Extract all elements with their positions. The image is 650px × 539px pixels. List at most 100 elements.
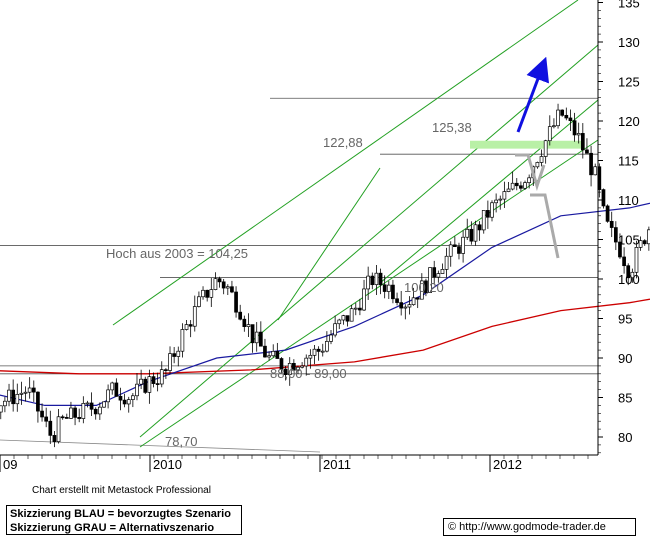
candle-body: [48, 420, 53, 436]
candle-body: [56, 416, 61, 442]
candle-body: [11, 389, 16, 405]
candle-body: [370, 275, 375, 286]
candle-body: [358, 307, 362, 311]
candle-body: [502, 191, 507, 200]
candle-body: [89, 402, 94, 410]
candle-body: [73, 407, 77, 418]
candle-body: [271, 350, 276, 357]
candle-body: [386, 284, 391, 292]
candle-body: [225, 286, 230, 289]
candle-body: [19, 392, 24, 395]
candle-body: [527, 177, 532, 183]
axes: 1501451401351301251201151101051009590858…: [0, 0, 640, 472]
candle-body: [64, 417, 69, 419]
candle-body: [97, 406, 102, 415]
candle-body: [444, 255, 449, 270]
candle-body: [436, 273, 441, 278]
candle-body: [477, 224, 482, 231]
candle-body: [126, 399, 131, 405]
candle-body: [424, 280, 428, 293]
candle-body: [147, 376, 152, 393]
candle-body: [490, 202, 494, 218]
candle-body: [279, 358, 284, 370]
y-tick-label: 90: [618, 351, 632, 366]
level-label-78-70: 78,70: [165, 434, 198, 449]
candle-body: [638, 240, 643, 248]
candle-body: [296, 366, 300, 371]
candle-body: [217, 278, 222, 283]
candle-body: [626, 265, 631, 279]
candle-body: [135, 383, 139, 397]
candle-body: [250, 324, 255, 344]
chart-credit: Chart erstellt mit Metastock Professiona…: [32, 485, 211, 496]
candle-body: [188, 324, 193, 327]
bottom-trend-line: [0, 439, 321, 453]
candle-body: [168, 353, 172, 371]
candle-body: [85, 402, 90, 405]
candle-body: [263, 345, 267, 358]
candle-body: [448, 244, 453, 257]
candle-body: [0, 405, 3, 413]
candle-body: [506, 188, 511, 192]
candle-body: [308, 354, 313, 359]
trend-channel-1: [112, 0, 579, 326]
candle-body: [519, 185, 523, 189]
candle-body: [201, 289, 205, 298]
candle-body: [514, 182, 519, 187]
candle-body: [411, 297, 416, 306]
candle-body: [457, 246, 461, 254]
blue-scenario-arrow: [516, 56, 550, 133]
y-tick-label: 125: [618, 75, 640, 90]
candle-body: [238, 311, 243, 320]
candle-body: [155, 383, 160, 385]
y-tick-label: 85: [618, 391, 632, 406]
candle-body: [23, 391, 28, 394]
candle-body: [292, 363, 296, 371]
candle-body: [320, 350, 325, 353]
candle-body: [362, 288, 366, 311]
candle-body: [374, 272, 379, 286]
candle-body: [221, 281, 226, 289]
candle-body: [172, 353, 176, 357]
x-tick-label: 2010: [153, 457, 182, 472]
source-url[interactable]: http://www.godmode-trader.de: [459, 521, 606, 533]
candle-body: [642, 240, 647, 245]
candle-body: [151, 376, 156, 384]
candle-body: [589, 152, 593, 176]
legend-box: Skizzierung BLAU = bevorzugtes Szenario …: [6, 505, 242, 535]
source-url-box[interactable]: © http://www.godmode-trader.de: [443, 518, 636, 536]
candle-body: [316, 348, 321, 352]
trend-channel-4: [277, 167, 381, 321]
candle-body: [131, 395, 135, 400]
candle-body: [192, 306, 197, 327]
level-label-88-89: 88,00 - 89,00: [270, 366, 347, 381]
candle-body: [333, 323, 337, 336]
candle-body: [258, 331, 263, 347]
grey-scenario-arrow-upper: [515, 153, 546, 192]
candle-body: [494, 199, 498, 204]
candle-body: [267, 355, 271, 358]
candle-body: [254, 331, 259, 344]
candle-body: [560, 109, 565, 116]
level-label-100-20: 100,20: [404, 280, 444, 295]
candle-body: [205, 289, 210, 298]
candle-body: [304, 357, 309, 367]
candle-body: [461, 236, 465, 254]
trend-channel-5: [379, 99, 599, 284]
candle-body: [110, 382, 115, 391]
candle-body: [535, 162, 540, 168]
candle-body: [349, 308, 354, 322]
y-tick-label: 100: [618, 272, 640, 287]
candle-body: [52, 435, 57, 442]
trend-channel-2: [139, 139, 599, 448]
candle-body: [432, 267, 437, 278]
candle-body: [31, 387, 36, 393]
candle-body: [465, 228, 470, 238]
copyright-symbol: ©: [448, 521, 457, 533]
candle-body: [230, 286, 234, 293]
candle-body: [213, 278, 218, 290]
candle-body: [275, 350, 280, 359]
candle-body: [580, 133, 585, 151]
level-annotations: 122,88 125,38 Hoch aus 2003 = 104,25 100,20…: [106, 120, 472, 449]
